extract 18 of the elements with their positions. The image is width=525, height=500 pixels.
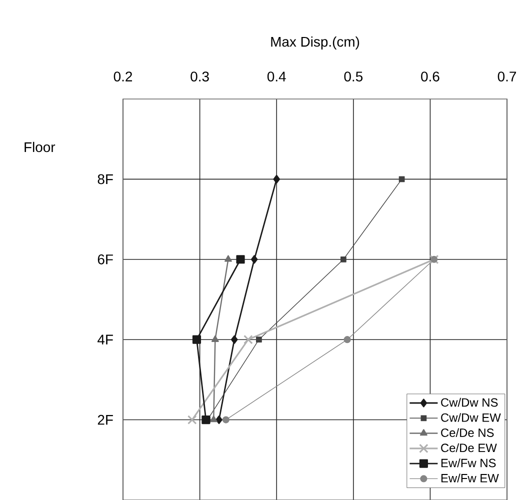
- x-tick-label: 0.2: [114, 72, 132, 82]
- y-tick-label: 4F: [98, 334, 113, 344]
- x-axis-title: Max Disp.(cm): [271, 36, 360, 50]
- legend-label: Ce/De EW: [441, 443, 497, 452]
- y-tick-label: 2F: [98, 414, 113, 425]
- x-tick-label: 0.3: [190, 72, 209, 82]
- x-tick-label: 0.6: [421, 72, 440, 82]
- x-tick-label: 0.4: [267, 72, 286, 82]
- x-tick-label: 0.7: [498, 72, 516, 82]
- legend-label: Ce/De NS: [441, 428, 494, 437]
- y-axis-title: Floor: [24, 142, 56, 152]
- y-tick-label: 8F: [98, 174, 113, 184]
- legend-label: Ew/Fw NS: [441, 458, 496, 468]
- legend-label: Cw/Dw EW: [441, 413, 501, 422]
- x-tick-label: 0.5: [344, 72, 363, 82]
- legend-label: Ew/Fw EW: [441, 474, 499, 482]
- y-tick-label: 6F: [98, 254, 113, 264]
- legend-label: Cw/Dw NS: [441, 398, 498, 407]
